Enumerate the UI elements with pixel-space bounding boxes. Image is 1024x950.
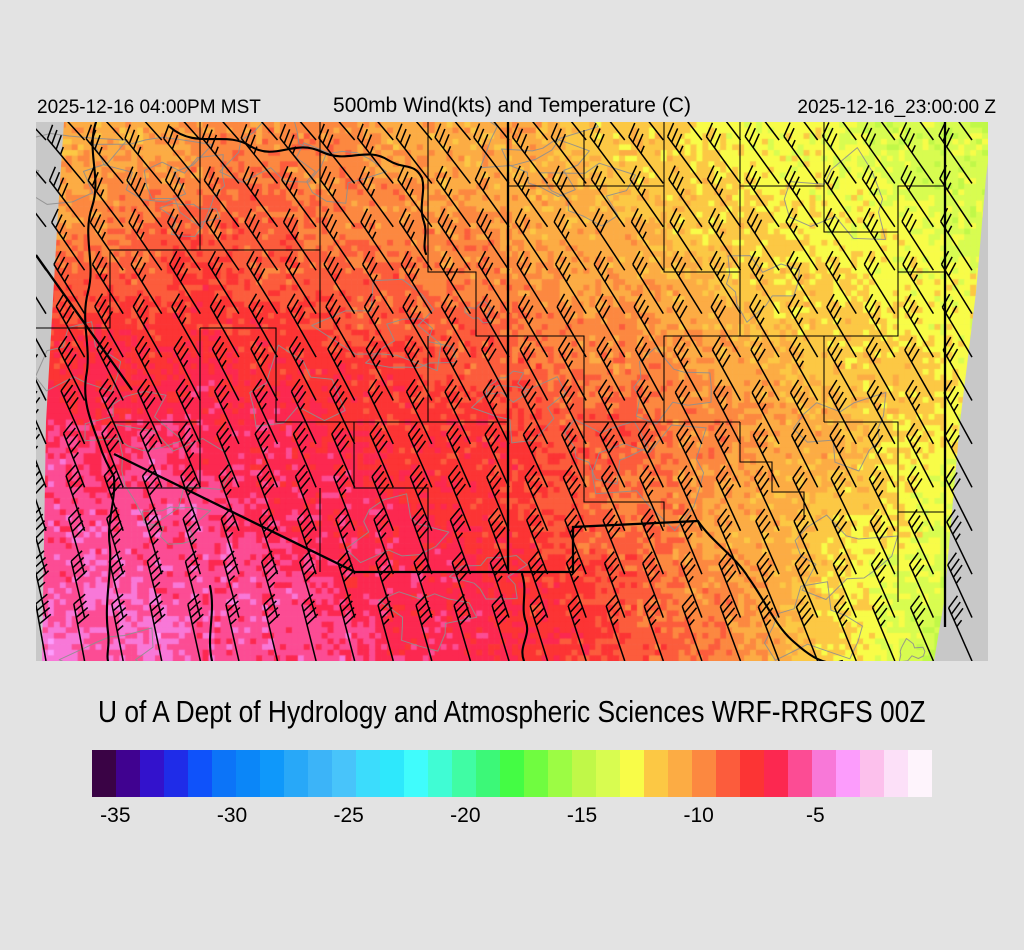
valid-time-utc: 2025-12-16_23:00:00 Z: [797, 97, 996, 118]
colorbar-tick-label: -10: [683, 804, 714, 827]
valid-time-local: 2025-12-16 04:00PM MST: [37, 97, 261, 118]
weather-map: [36, 122, 988, 661]
colorbar-tick-label: -15: [566, 804, 598, 827]
credit-text: U of A Dept of Hydrology and Atmospheric…: [98, 694, 926, 729]
state-borders: [36, 122, 947, 627]
county-borders: [36, 122, 945, 602]
colorbar-tick-label: -5: [805, 804, 825, 827]
nodata-regions: [36, 122, 988, 661]
colorbar-tick-label: -25: [333, 804, 364, 827]
colorbar-tick-label: -30: [216, 804, 248, 827]
credit-line: U of A Dept of Hydrology and Atmospheric…: [0, 694, 1024, 730]
wind-barbs: [36, 122, 973, 661]
colorbar-tick-label: -20: [450, 804, 481, 827]
rivers: [84, 122, 844, 661]
map-overlay: [36, 122, 988, 661]
page-title: 500mb Wind(kts) and Temperature (C): [333, 94, 691, 117]
temperature-colorbar: [92, 750, 932, 797]
colorbar-tick-label: -35: [100, 804, 131, 827]
colorbar-tick-labels: -35 -30 -25 -20 -15 -10 -5: [92, 804, 932, 834]
